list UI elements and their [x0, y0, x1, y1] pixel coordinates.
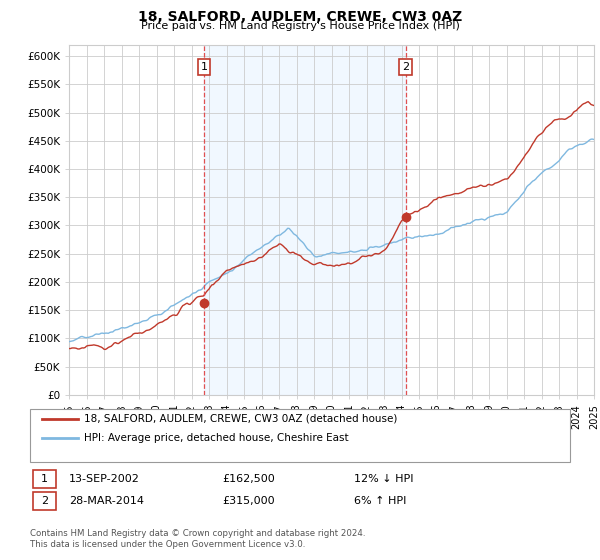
- Text: Price paid vs. HM Land Registry's House Price Index (HPI): Price paid vs. HM Land Registry's House …: [140, 21, 460, 31]
- Text: 2: 2: [41, 496, 48, 506]
- Bar: [204, 45, 406, 395]
- Text: 13-SEP-2002: 13-SEP-2002: [69, 474, 140, 484]
- Text: 18, SALFORD, AUDLEM, CREWE, CW3 0AZ: 18, SALFORD, AUDLEM, CREWE, CW3 0AZ: [138, 10, 462, 24]
- Text: £162,500: £162,500: [222, 474, 275, 484]
- Text: 12% ↓ HPI: 12% ↓ HPI: [354, 474, 413, 484]
- Text: 1: 1: [200, 62, 208, 72]
- Text: 28-MAR-2014: 28-MAR-2014: [69, 496, 144, 506]
- Text: 1: 1: [41, 474, 48, 484]
- Text: HPI: Average price, detached house, Cheshire East: HPI: Average price, detached house, Ches…: [84, 433, 349, 443]
- Text: 18, SALFORD, AUDLEM, CREWE, CW3 0AZ (detached house): 18, SALFORD, AUDLEM, CREWE, CW3 0AZ (det…: [84, 414, 397, 424]
- Text: 2: 2: [402, 62, 409, 72]
- Text: £315,000: £315,000: [222, 496, 275, 506]
- Text: Contains HM Land Registry data © Crown copyright and database right 2024.
This d: Contains HM Land Registry data © Crown c…: [30, 529, 365, 549]
- Text: 6% ↑ HPI: 6% ↑ HPI: [354, 496, 406, 506]
